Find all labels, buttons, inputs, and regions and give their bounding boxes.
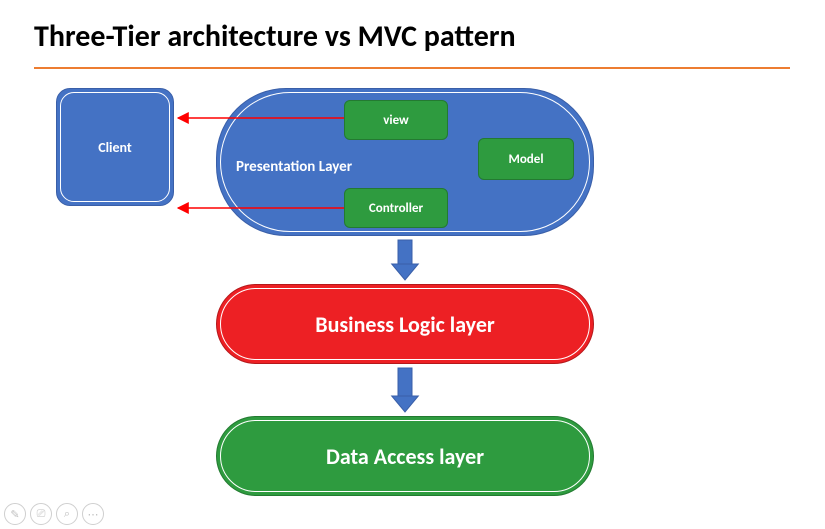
pen-icon[interactable]: ✎ bbox=[4, 503, 26, 525]
slide-canvas: Three-Tier architecture vs MVC pattern C… bbox=[0, 0, 825, 529]
arrow-business-to-dataaccess bbox=[392, 368, 419, 412]
slideshow-toolbar: ✎ ⎚ ⌕ ⋯ bbox=[4, 503, 104, 525]
zoom-icon[interactable]: ⌕ bbox=[56, 503, 78, 525]
arrow-presentation-to-business bbox=[392, 240, 419, 280]
more-icon[interactable]: ⋯ bbox=[82, 503, 104, 525]
arrows-layer bbox=[0, 0, 825, 529]
presenter-icon[interactable]: ⎚ bbox=[30, 503, 52, 525]
